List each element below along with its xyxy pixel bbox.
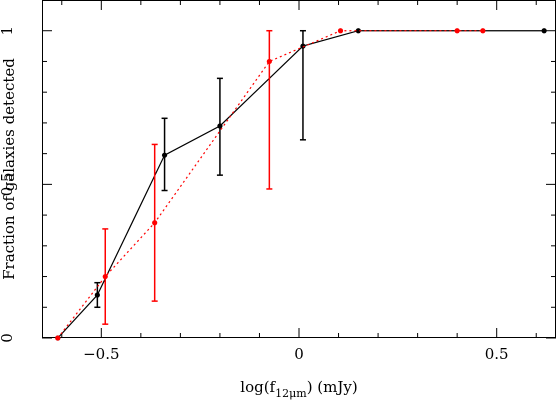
data-point <box>94 292 100 298</box>
series-layer <box>55 28 547 341</box>
x-axis-title-subscript: 12μm <box>275 387 307 400</box>
x-axis-title-suffix: ) (mJy) <box>307 378 358 396</box>
data-point <box>55 335 61 341</box>
y-tick-label: 1 <box>0 26 16 36</box>
data-point <box>300 43 306 49</box>
series-line <box>57 30 545 339</box>
data-point <box>217 123 223 129</box>
data-point <box>161 152 168 158</box>
data-point <box>152 220 158 226</box>
data-point <box>480 28 486 34</box>
y-axis-title: Fraction of galaxies detected <box>0 58 18 280</box>
series-1 <box>55 28 547 341</box>
data-point <box>454 28 460 34</box>
axis-ticks <box>42 0 556 339</box>
data-point <box>541 28 547 34</box>
series-2 <box>55 28 486 341</box>
x-axis-title-prefix: log(f <box>240 378 276 396</box>
plot-border <box>42 0 556 338</box>
x-tick-label: 0 <box>294 345 304 363</box>
plot-frame <box>42 0 556 338</box>
x-tick-label: −0.5 <box>83 345 119 363</box>
data-point <box>266 58 272 65</box>
y-tick-label: 0 <box>0 333 16 343</box>
data-point <box>337 28 344 34</box>
axis-tick-labels: −0.5 0 0.5 0 0.5 1 <box>0 26 509 363</box>
data-point <box>102 273 108 280</box>
y-tick-label: 0.5 <box>0 172 16 196</box>
x-axis-title: log(f12μm) (mJy) <box>240 378 357 400</box>
x-tick-label: 0.5 <box>485 345 509 363</box>
data-point <box>355 28 361 34</box>
